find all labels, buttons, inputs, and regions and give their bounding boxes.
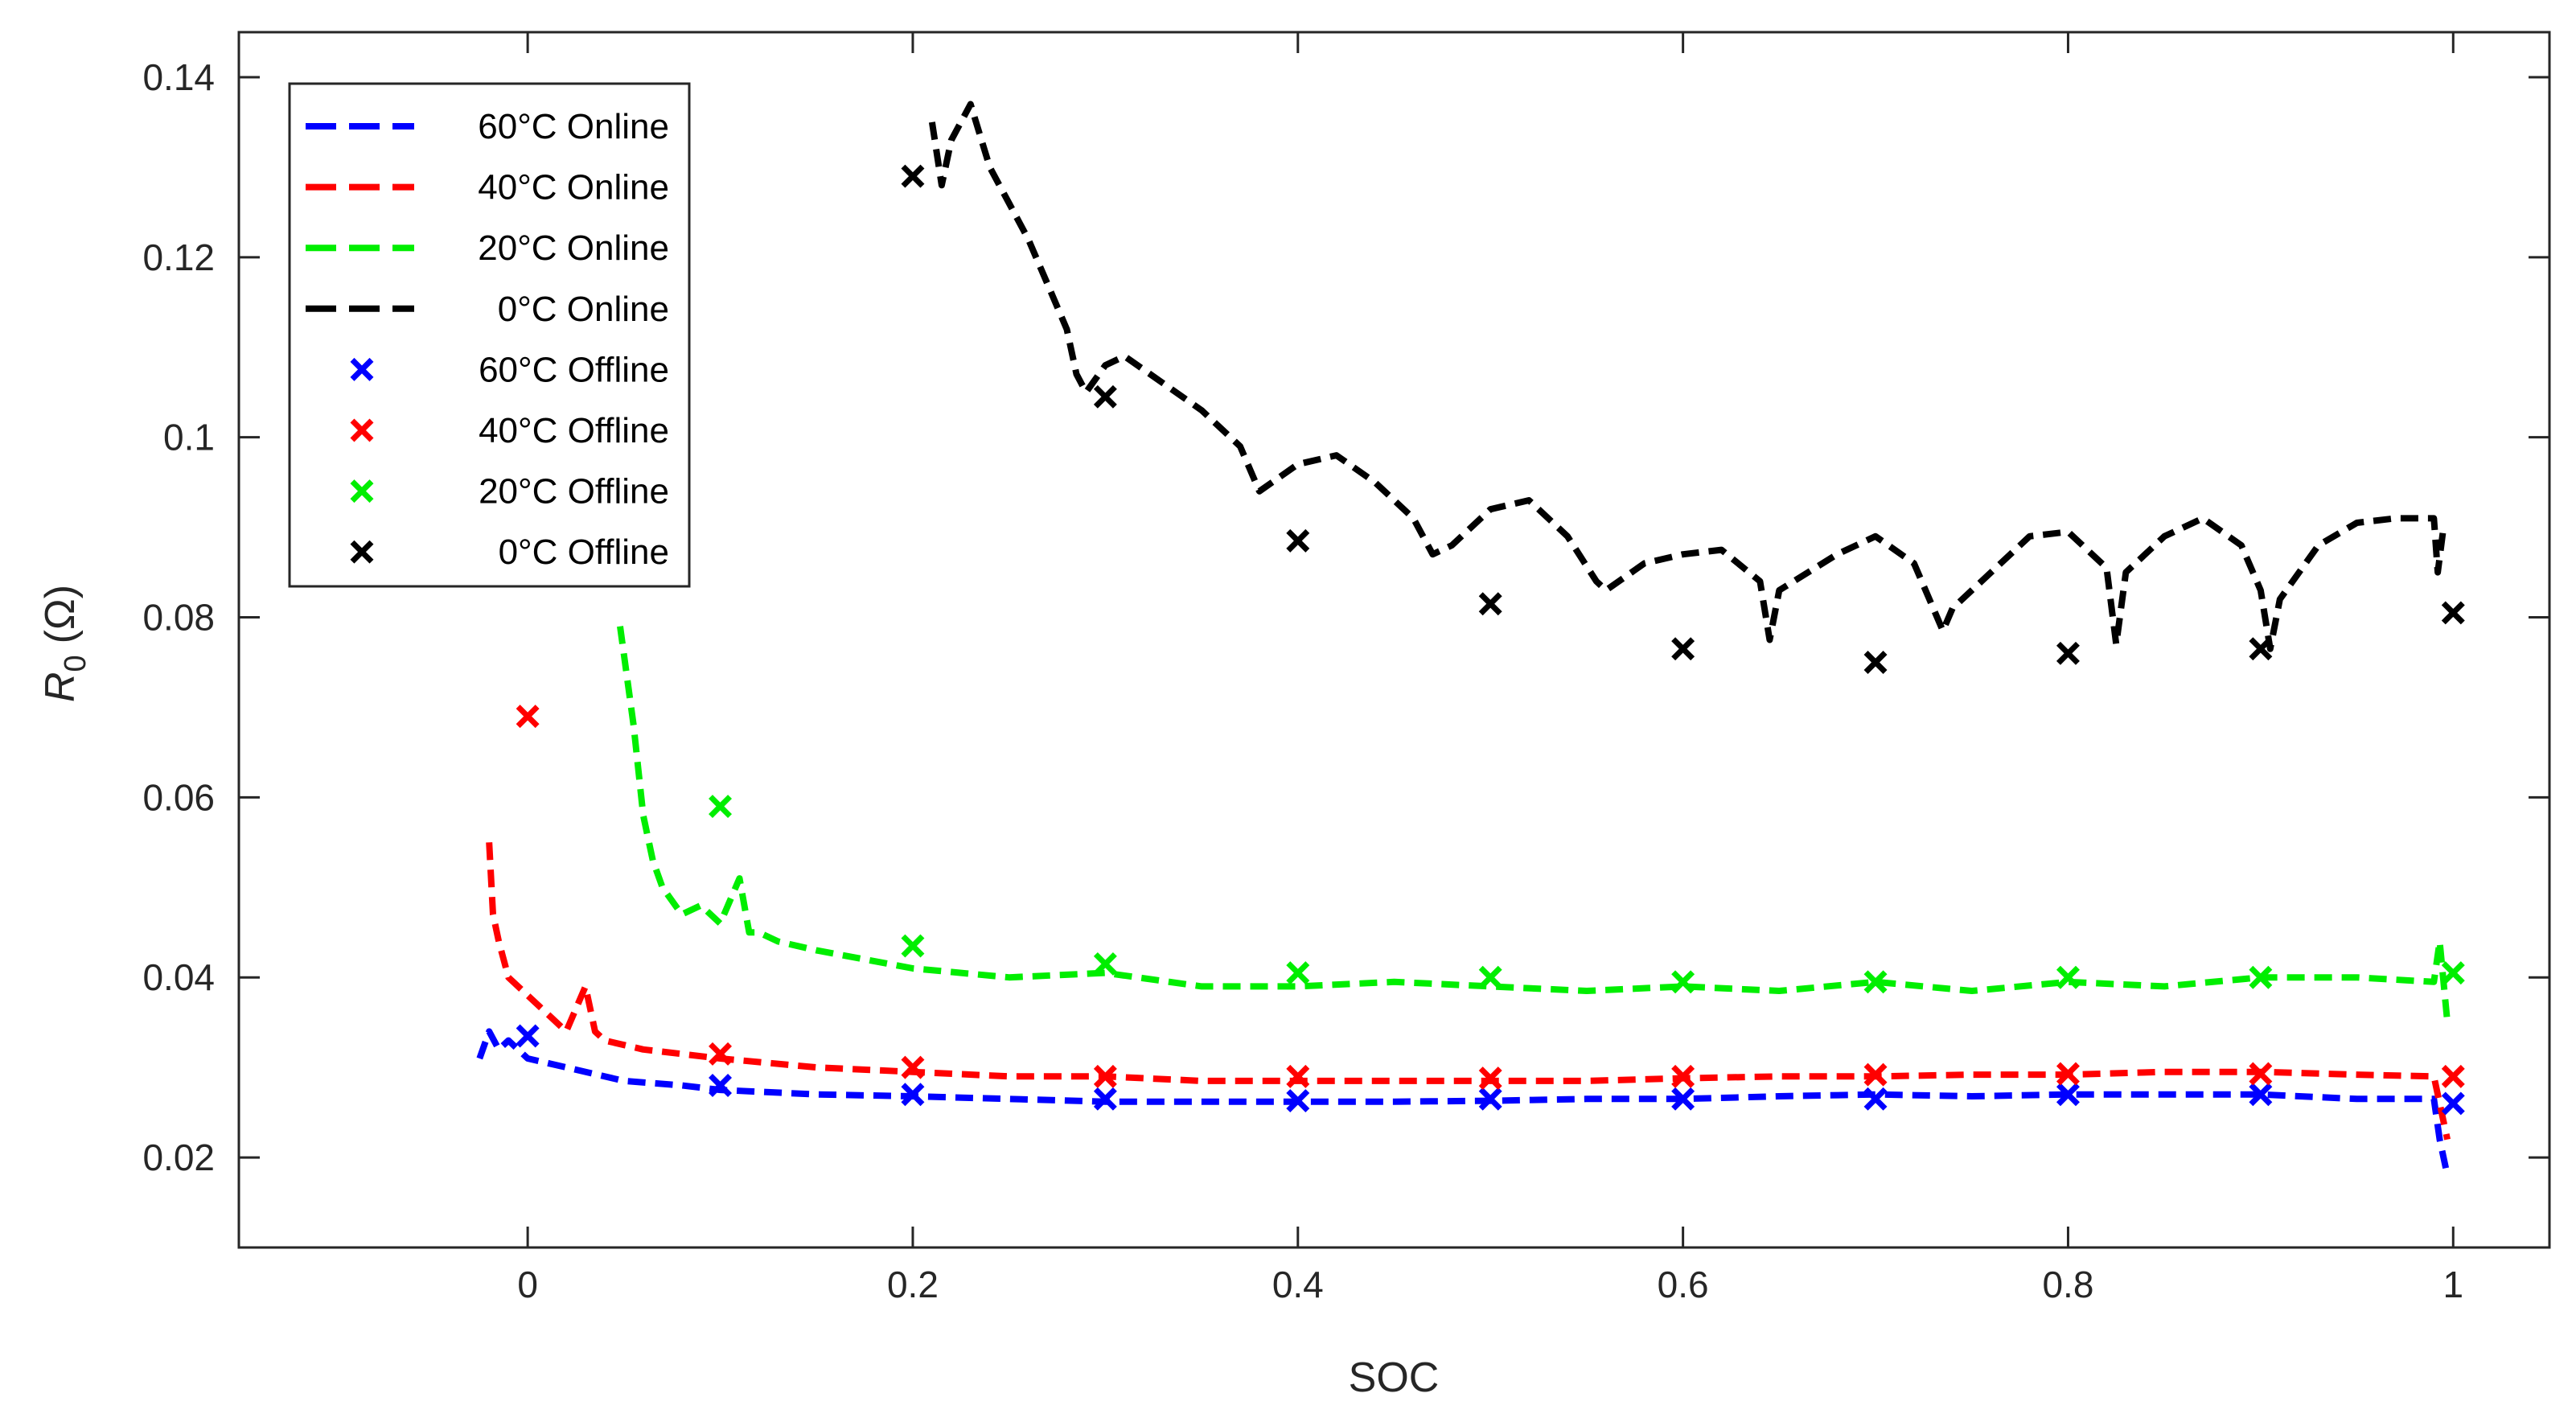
y-tick-label: 0.08 (142, 597, 215, 639)
data-point-0c-offline (1093, 384, 1117, 409)
data-point-60c-offline (1478, 1087, 1502, 1111)
data-point-60c-offline (901, 1083, 925, 1107)
y-axis-symbol: R (37, 672, 84, 703)
x-axis-title: SOC (1349, 1354, 1440, 1401)
data-point-40c-offline (709, 1042, 733, 1066)
data-point-0c-offline (1671, 637, 1695, 661)
data-point-20c-offline (1863, 970, 1888, 994)
y-tick-label: 0.06 (142, 776, 215, 818)
legend-marker (350, 540, 374, 564)
data-point-0c-offline (1863, 651, 1888, 674)
y-tick-label: 0.14 (142, 56, 215, 98)
x-tick-label: 1 (2442, 1264, 2463, 1305)
y-tick-label: 0.02 (142, 1136, 215, 1178)
data-point-60c-offline (2056, 1083, 2080, 1107)
axes-box (237, 31, 2551, 1249)
data-point-60c-offline (1093, 1087, 1117, 1111)
data-point-20c-offline (2056, 965, 2080, 989)
y-tick-label: 0.1 (163, 417, 215, 458)
legend: 60°C Online 40°C Online 20°C Online 0°C Onl… (288, 82, 691, 588)
y-axis-title: R0 (Ω) (37, 585, 92, 702)
data-point-60c-offline (1286, 1089, 1310, 1113)
data-point-20c-offline (709, 795, 733, 819)
y-axis-subscript: 0 (59, 655, 92, 672)
data-point-20c-offline (1478, 965, 1502, 989)
legend-item-label: 60°C Offline (479, 350, 669, 389)
data-point-0c-offline (2441, 601, 2465, 625)
data-point-60c-offline (516, 1024, 540, 1048)
data-point-40c-offline (2056, 1062, 2080, 1086)
legend-marker (350, 479, 374, 503)
legend-item-label: 60°C Online (478, 107, 669, 146)
legend-item-label: 0°C Offline (499, 532, 669, 572)
data-point-20c-offline (1093, 951, 1117, 976)
data-point-0c-offline (2056, 641, 2080, 665)
legend-item-label: 20°C Offline (479, 472, 669, 512)
axis-tick-labels: 0 0.2 0.4 0.6 0.8 1 0.02 0.04 0.06 0.08 0.1 0.12 0.1… (142, 56, 2463, 1305)
legend-marker (350, 418, 374, 442)
data-point-40c-offline (516, 705, 540, 729)
legend-item-label: 40°C Offline (479, 411, 669, 450)
data-point-0c-offline (901, 164, 925, 188)
x-tick-label: 0.6 (1658, 1264, 1709, 1305)
data-point-60c-offline (2249, 1083, 2273, 1107)
data-point-40c-offline (1478, 1067, 1502, 1091)
legend-item-label: 20°C Online (478, 228, 669, 268)
plot-area (476, 101, 2465, 1177)
y-tick-label: 0.12 (142, 236, 215, 278)
x-tick-label: 0.4 (1272, 1264, 1324, 1305)
data-point-20c-offline (2441, 961, 2465, 985)
data-point-40c-offline (1671, 1064, 1695, 1088)
data-point-60c-offline (2441, 1091, 2465, 1116)
data-point-40c-offline (901, 1055, 925, 1079)
data-point-0c-offline (2249, 637, 2273, 661)
data-point-40c-offline (1286, 1064, 1310, 1088)
data-point-60c-offline (1671, 1087, 1695, 1111)
legend-item-label: 40°C Online (478, 168, 669, 208)
axis-ticks (239, 32, 2549, 1247)
data-point-40c-offline (2441, 1064, 2465, 1088)
y-axis-unit: (Ω) (37, 585, 84, 644)
data-point-20c-offline (1671, 970, 1695, 994)
legend-box (288, 82, 691, 588)
data-point-20c-offline (1286, 961, 1310, 985)
data-point-20c-offline (2249, 965, 2273, 989)
y-tick-label: 0.04 (142, 956, 215, 998)
data-point-20c-offline (901, 934, 925, 958)
data-point-0c-offline (1286, 528, 1310, 553)
series-line-20c-online (617, 626, 2451, 1023)
data-point-40c-offline (1093, 1064, 1117, 1088)
data-point-60c-offline (709, 1074, 733, 1098)
series-line-0c-online (928, 101, 2447, 652)
x-tick-label: 0.2 (887, 1264, 939, 1305)
x-tick-label: 0 (517, 1264, 538, 1305)
x-tick-label: 0.8 (2042, 1264, 2093, 1305)
data-point-40c-offline (2249, 1062, 2273, 1086)
data-point-0c-offline (1478, 592, 1502, 616)
legend-marker (350, 357, 374, 381)
data-point-40c-offline (1863, 1062, 1888, 1087)
data-point-60c-offline (1863, 1087, 1888, 1111)
legend-item-label: 0°C Online (498, 290, 669, 329)
